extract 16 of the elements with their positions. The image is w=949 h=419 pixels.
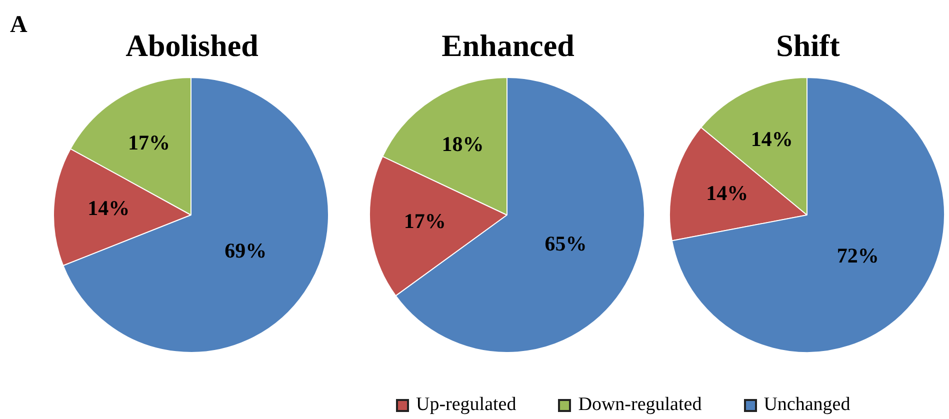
legend-label: Down-regulated (578, 394, 702, 416)
data-label: 14% (706, 180, 748, 205)
text: A (10, 12, 28, 39)
legend-label: Unchanged (764, 394, 850, 416)
data-label: 18% (442, 132, 484, 156)
chart-title: Abolished (124, 27, 260, 65)
data-label: 69% (224, 238, 267, 263)
data-label: 17% (128, 130, 170, 154)
data-label: 72% (836, 243, 879, 268)
data-label: 17% (404, 209, 446, 234)
legend-label: Up-regulated (416, 394, 516, 416)
chart-title: Enhanced (440, 27, 576, 65)
chart-title: Shift (775, 27, 841, 65)
data-label: 14% (88, 196, 130, 220)
data-label: 14% (750, 126, 793, 151)
data-label: 65% (544, 231, 587, 256)
